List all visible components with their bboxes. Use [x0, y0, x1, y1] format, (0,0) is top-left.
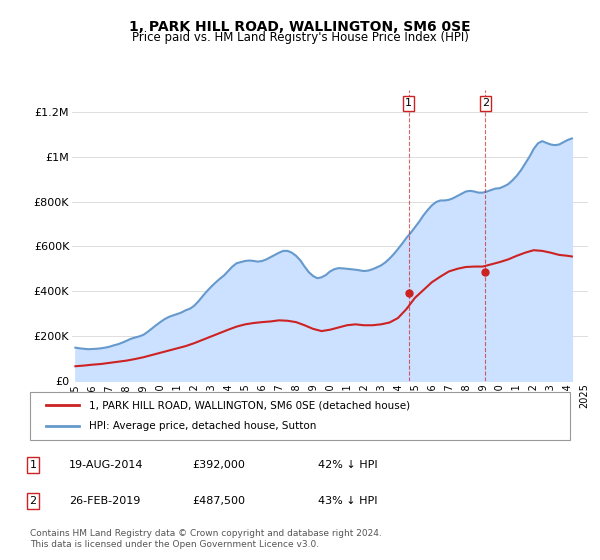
Text: 1, PARK HILL ROAD, WALLINGTON, SM6 0SE: 1, PARK HILL ROAD, WALLINGTON, SM6 0SE: [129, 20, 471, 34]
Text: £487,500: £487,500: [192, 496, 245, 506]
Text: 42% ↓ HPI: 42% ↓ HPI: [318, 460, 377, 470]
Text: 1: 1: [405, 99, 412, 108]
Text: 19-AUG-2014: 19-AUG-2014: [69, 460, 143, 470]
Text: 1: 1: [29, 460, 37, 470]
Text: 2: 2: [482, 99, 489, 108]
Text: Price paid vs. HM Land Registry's House Price Index (HPI): Price paid vs. HM Land Registry's House …: [131, 31, 469, 44]
Text: 1, PARK HILL ROAD, WALLINGTON, SM6 0SE (detached house): 1, PARK HILL ROAD, WALLINGTON, SM6 0SE (…: [89, 400, 410, 410]
Text: 43% ↓ HPI: 43% ↓ HPI: [318, 496, 377, 506]
Text: Contains HM Land Registry data © Crown copyright and database right 2024.
This d: Contains HM Land Registry data © Crown c…: [30, 529, 382, 549]
FancyBboxPatch shape: [30, 392, 570, 440]
Text: HPI: Average price, detached house, Sutton: HPI: Average price, detached house, Sutt…: [89, 421, 317, 431]
Text: 26-FEB-2019: 26-FEB-2019: [69, 496, 140, 506]
Text: £392,000: £392,000: [192, 460, 245, 470]
Text: 2: 2: [29, 496, 37, 506]
